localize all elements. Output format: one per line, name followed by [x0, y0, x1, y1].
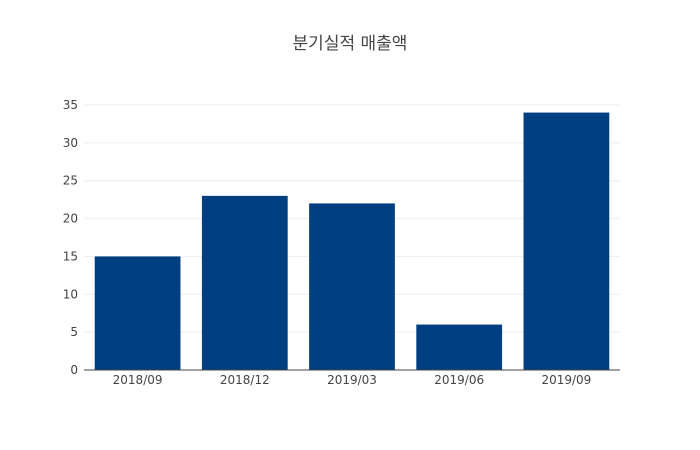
y-axis-ticks: 0 5 10 15 20 25 30 35	[63, 98, 78, 377]
x-tick-label: 2018/09	[113, 373, 163, 387]
bar	[523, 112, 610, 371]
bar	[201, 195, 288, 370]
bar	[94, 256, 181, 370]
bars	[94, 112, 610, 371]
y-tick-label: 35	[63, 98, 78, 112]
y-tick-label: 10	[63, 287, 78, 301]
chart-title: 분기실적 매출액	[293, 34, 408, 54]
y-tick-label: 20	[63, 212, 78, 226]
y-tick-label: 0	[70, 363, 78, 377]
y-tick-label: 25	[63, 174, 78, 188]
x-tick-label: 2019/03	[327, 373, 377, 387]
x-tick-label: 2018/12	[220, 373, 270, 387]
y-tick-label: 15	[63, 249, 78, 263]
x-axis-ticks: 2018/09 2018/12 2019/03 2019/06 2019/09	[113, 373, 592, 387]
x-tick-label: 2019/09	[541, 373, 591, 387]
y-tick-label: 30	[63, 136, 78, 150]
x-tick-label: 2019/06	[434, 373, 484, 387]
bar	[416, 324, 503, 370]
bar	[309, 203, 395, 370]
y-tick-label: 5	[70, 325, 78, 339]
